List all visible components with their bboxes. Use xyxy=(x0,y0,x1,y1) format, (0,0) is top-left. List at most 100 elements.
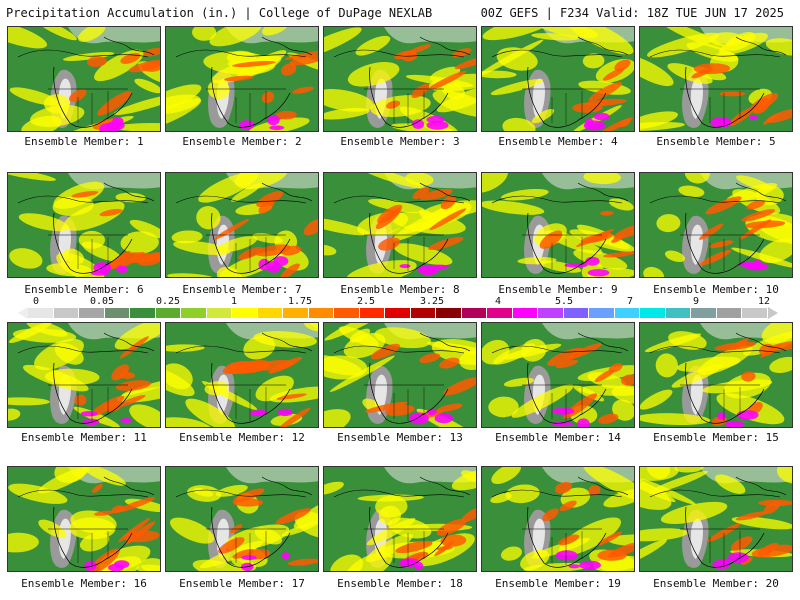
ensemble-member-label: Ensemble Member: 19 xyxy=(495,577,621,590)
legend-color-segment xyxy=(487,308,513,318)
ensemble-member-label: Ensemble Member: 18 xyxy=(337,577,463,590)
ensemble-member-map xyxy=(165,322,319,428)
precip-map xyxy=(8,27,160,131)
ensemble-member-label: Ensemble Member: 9 xyxy=(498,283,618,296)
legend-color-segment xyxy=(79,308,105,318)
ensemble-member-label: Ensemble Member: 20 xyxy=(653,577,779,590)
legend-color-segment xyxy=(640,308,666,318)
legend-color-segment xyxy=(512,308,539,318)
ensemble-member-label: Ensemble Member: 8 xyxy=(340,283,460,296)
legend-color-segment xyxy=(436,308,462,318)
ensemble-member-map xyxy=(165,466,319,572)
legend-color-segment xyxy=(53,308,80,318)
legend-tick-label: 12 xyxy=(757,296,771,307)
ensemble-member-label: Ensemble Member: 5 xyxy=(656,135,776,148)
ensemble-member-label: Ensemble Member: 17 xyxy=(179,577,305,590)
ensemble-member-label: Ensemble Member: 1 xyxy=(24,135,144,148)
legend-color-segment xyxy=(206,308,233,318)
legend-color-segment xyxy=(130,308,156,318)
legend-tick-label: 7 xyxy=(626,296,634,307)
legend-color-segment xyxy=(283,308,309,318)
legend-color-segment xyxy=(665,308,692,318)
precip-map xyxy=(8,467,160,571)
precip-map xyxy=(482,27,634,131)
legend-color-segment xyxy=(691,308,717,318)
ensemble-member-map xyxy=(165,26,319,132)
precip-map xyxy=(324,467,476,571)
ensemble-member-map xyxy=(323,322,477,428)
legend-color-segment xyxy=(538,308,564,318)
ensemble-member-label: Ensemble Member: 16 xyxy=(21,577,147,590)
ensemble-member-label: Ensemble Member: 15 xyxy=(653,431,779,444)
ensemble-member-map xyxy=(481,322,635,428)
legend-color-segment xyxy=(359,308,386,318)
ensemble-member-label: Ensemble Member: 12 xyxy=(179,431,305,444)
ensemble-member-label: Ensemble Member: 11 xyxy=(21,431,147,444)
precip-map xyxy=(482,467,634,571)
precip-map xyxy=(166,27,318,131)
legend-tick-label: 5.5 xyxy=(554,296,574,307)
chart-title: Precipitation Accumulation (in.) | Colle… xyxy=(6,6,433,20)
ensemble-member-map xyxy=(639,322,793,428)
ensemble-member-label: Ensemble Member: 4 xyxy=(498,135,618,148)
ensemble-member-label: Ensemble Member: 10 xyxy=(653,283,779,296)
ensemble-member-label: Ensemble Member: 13 xyxy=(337,431,463,444)
legend-color-segment xyxy=(308,308,335,318)
legend-tick-label: 1 xyxy=(230,296,238,307)
legend-tick-label: 1.75 xyxy=(287,296,313,307)
legend-color-segment xyxy=(181,308,207,318)
legend-color-segment xyxy=(716,308,743,318)
ensemble-member-map xyxy=(481,26,635,132)
model-run-label: 00Z GEFS | F234 Valid: 18Z TUE JUN 17 20… xyxy=(480,6,784,20)
precip-map xyxy=(324,323,476,427)
ensemble-member-map xyxy=(323,466,477,572)
legend-tick-label: 0 xyxy=(32,296,40,307)
legend-color-segment xyxy=(334,308,360,318)
legend-color-segment xyxy=(742,308,768,318)
ensemble-member-map xyxy=(323,172,477,278)
legend-low-arrow xyxy=(18,307,28,319)
ensemble-member-map xyxy=(639,172,793,278)
precip-map xyxy=(640,173,792,277)
ensemble-member-map xyxy=(7,26,161,132)
ensemble-member-map xyxy=(481,172,635,278)
legend-color-bar xyxy=(28,308,768,318)
precip-map xyxy=(640,27,792,131)
legend-color-segment xyxy=(461,308,488,318)
legend-color-segment xyxy=(563,308,590,318)
ensemble-member-map xyxy=(639,466,793,572)
legend-tick-label: 4 xyxy=(494,296,502,307)
ensemble-member-label: Ensemble Member: 7 xyxy=(182,283,302,296)
legend-tick-label: 0.25 xyxy=(155,296,181,307)
ensemble-member-label: Ensemble Member: 14 xyxy=(495,431,621,444)
legend-color-segment xyxy=(410,308,437,318)
legend-color-segment xyxy=(614,308,641,318)
precip-map xyxy=(482,323,634,427)
precip-map xyxy=(166,467,318,571)
legend-color-segment xyxy=(28,308,54,318)
legend-tick-label: 9 xyxy=(692,296,700,307)
ensemble-member-label: Ensemble Member: 6 xyxy=(24,283,144,296)
precip-map xyxy=(8,173,160,277)
precip-map xyxy=(166,173,318,277)
ensemble-member-label: Ensemble Member: 3 xyxy=(340,135,460,148)
precip-map xyxy=(8,323,160,427)
legend-color-segment xyxy=(232,308,258,318)
precip-map xyxy=(166,323,318,427)
legend-color-segment xyxy=(155,308,182,318)
ensemble-member-map xyxy=(7,322,161,428)
ensemble-member-label: Ensemble Member: 2 xyxy=(182,135,302,148)
ensemble-member-map xyxy=(323,26,477,132)
legend-high-arrow xyxy=(768,307,778,319)
precip-map xyxy=(482,173,634,277)
legend-color-segment xyxy=(385,308,411,318)
legend-tick-label: 3.25 xyxy=(419,296,445,307)
ensemble-member-map xyxy=(7,466,161,572)
ensemble-member-map xyxy=(481,466,635,572)
legend-tick-label: 2.5 xyxy=(356,296,376,307)
precip-map xyxy=(640,467,792,571)
ensemble-member-map xyxy=(165,172,319,278)
ensemble-member-map xyxy=(639,26,793,132)
legend-color-segment xyxy=(589,308,615,318)
legend-tick-label: 0.05 xyxy=(89,296,115,307)
